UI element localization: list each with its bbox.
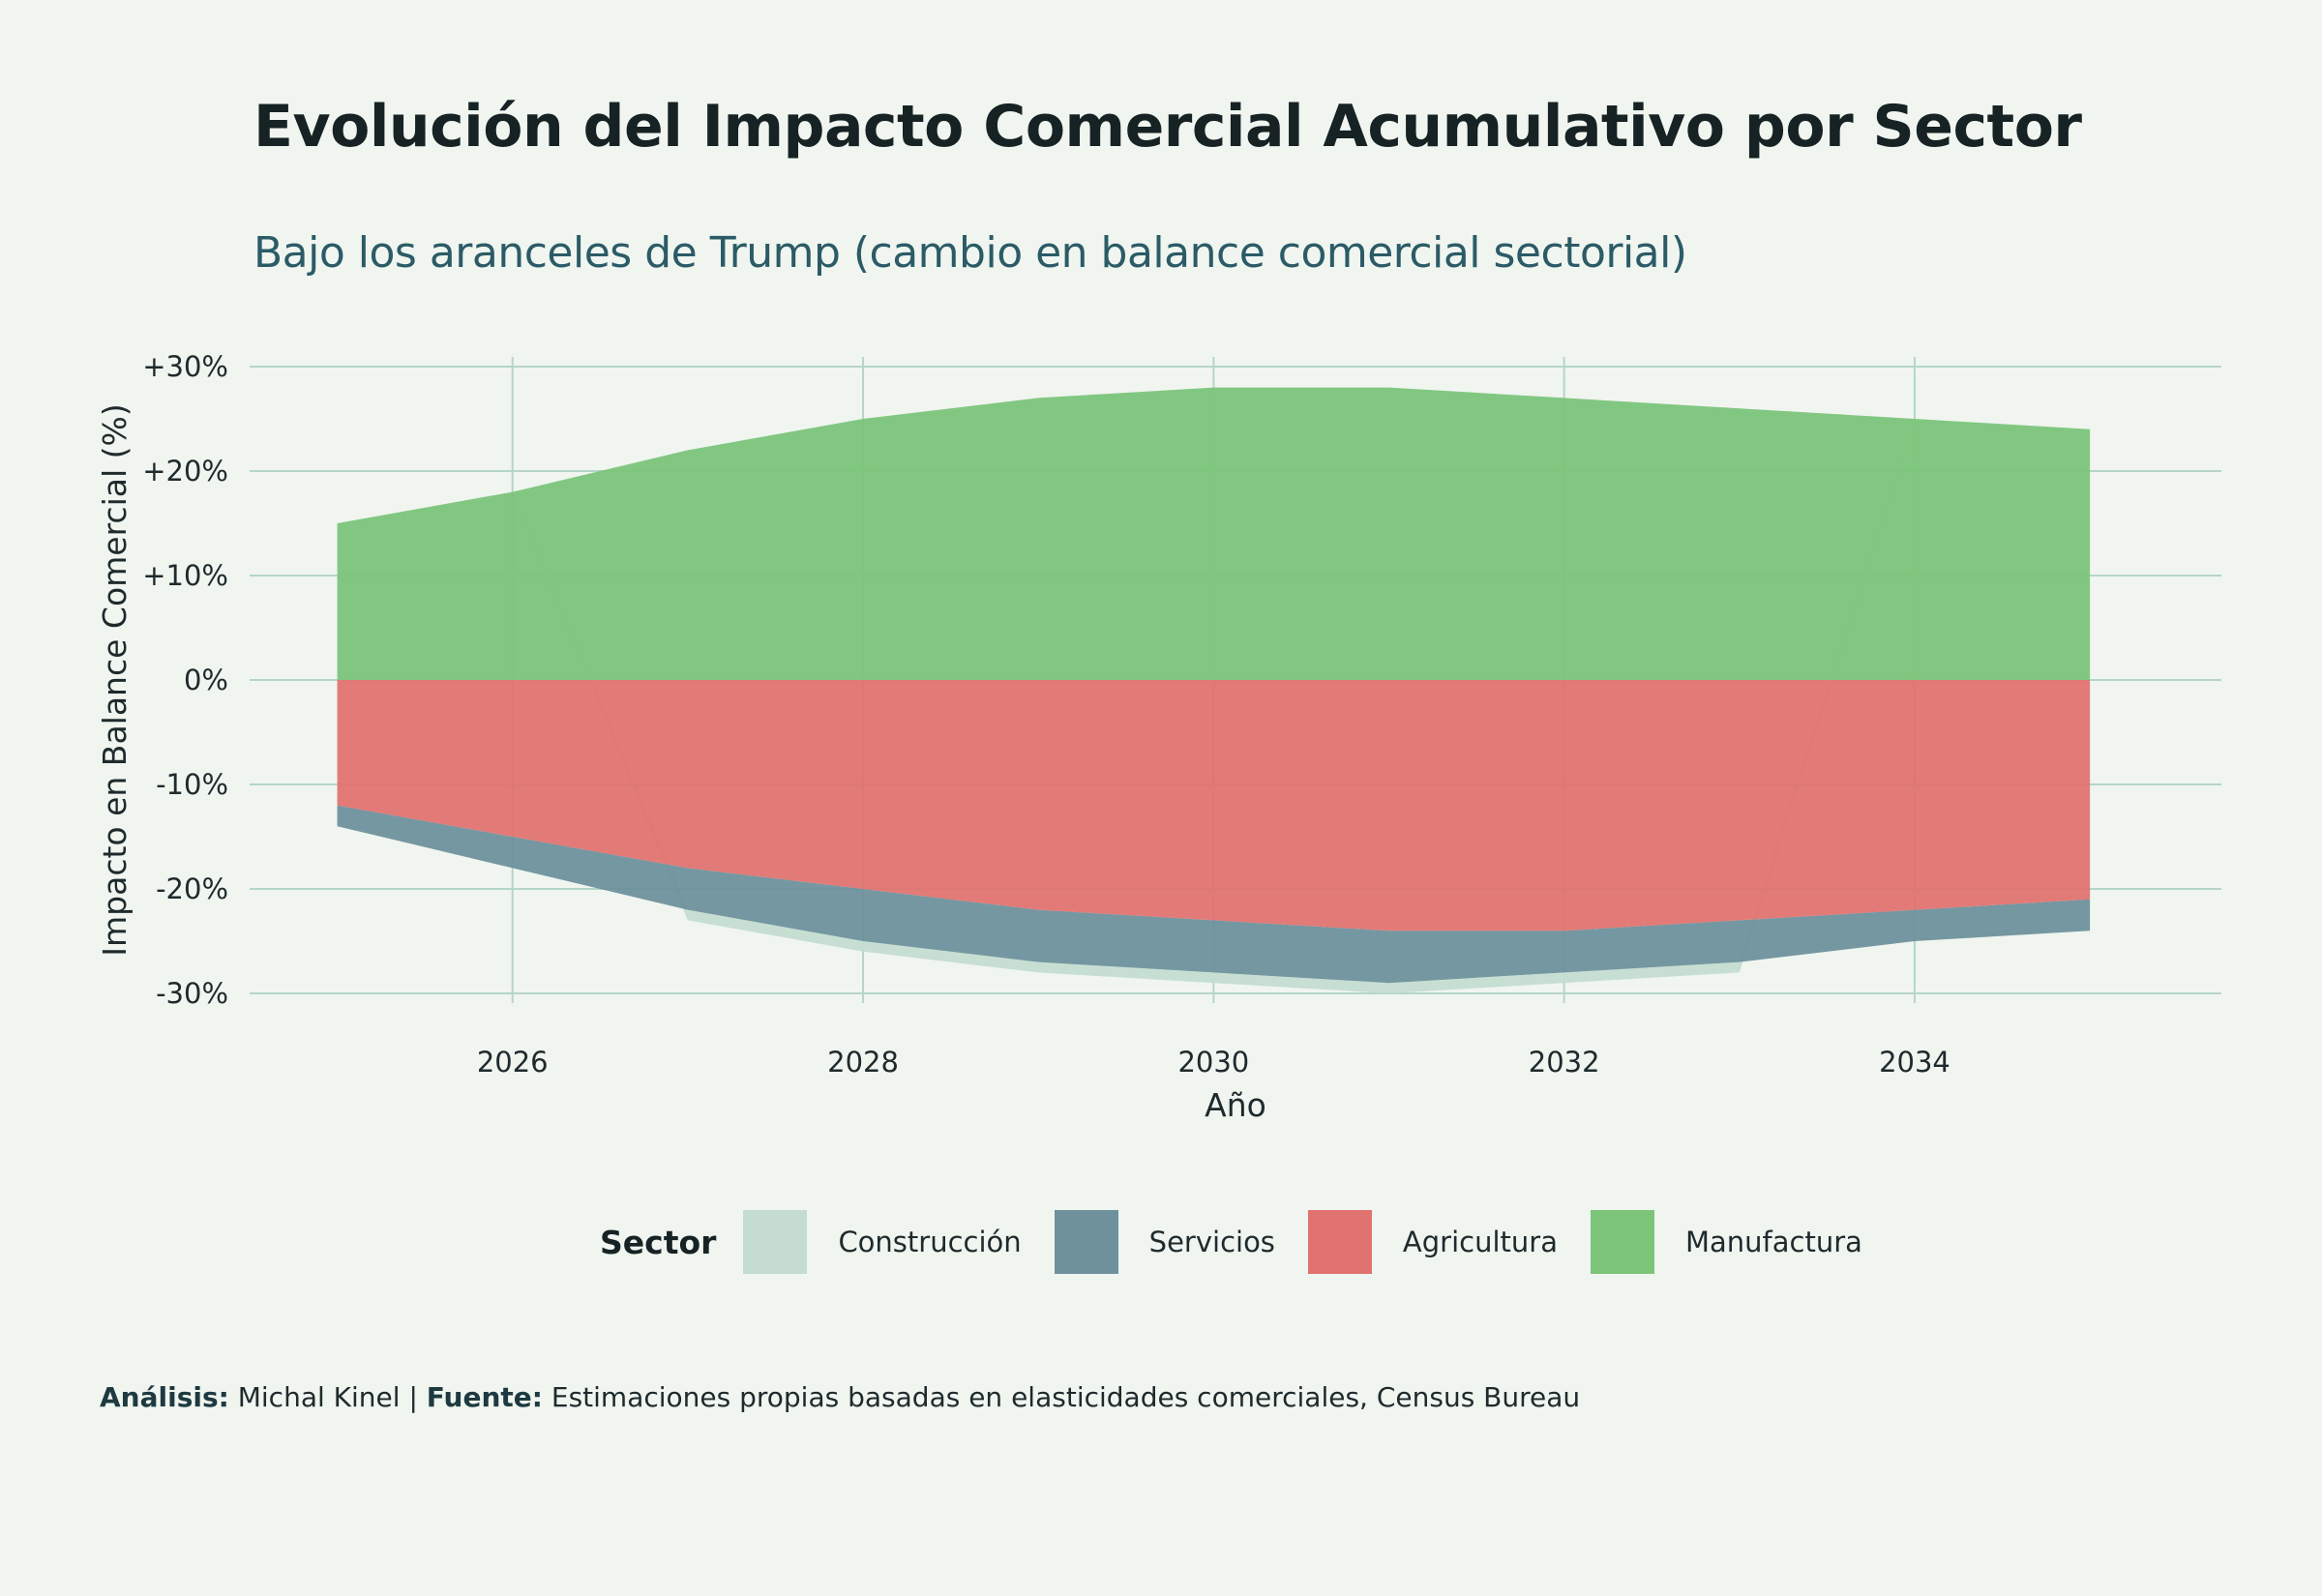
- caption-source-value: Estimaciones propias basadas en elastici…: [551, 1381, 1581, 1413]
- x-tick-label: 2026: [477, 1046, 549, 1079]
- caption-analysis-value: Michal Kinel |: [237, 1381, 418, 1413]
- legend-label: Agricultura: [1402, 1226, 1558, 1258]
- y-tick-label: 0%: [184, 664, 228, 696]
- x-axis-label: Año: [1205, 1086, 1266, 1124]
- y-tick-label: -20%: [156, 872, 228, 905]
- y-axis-label: Impacto en Balance Comercial (%): [96, 403, 134, 956]
- y-tick-label: -30%: [156, 977, 228, 1010]
- legend-swatch-agricultura: [1307, 1210, 1372, 1274]
- x-tick-label: 2028: [827, 1046, 899, 1079]
- caption: Análisis: Michal Kinel | Fuente: Estimac…: [100, 1381, 1580, 1413]
- y-tick-label: +30%: [142, 350, 228, 383]
- legend-item-agricultura[interactable]: Agricultura: [1307, 1210, 1558, 1274]
- caption-analysis-label: Análisis:: [100, 1381, 229, 1413]
- x-tick-label: 2034: [1879, 1046, 1950, 1079]
- legend-item-servicios[interactable]: Servicios: [1054, 1210, 1275, 1274]
- x-axis-ticks: 2026 2028 2030 2032 2034: [477, 1046, 1950, 1079]
- legend-label: Manufactura: [1684, 1226, 1862, 1258]
- y-tick-label: +20%: [142, 455, 228, 488]
- legend-swatch-manufactura: [1590, 1210, 1654, 1274]
- legend-item-manufactura[interactable]: Manufactura: [1590, 1210, 1862, 1274]
- area-manufactura: [337, 387, 2091, 680]
- legend-label: Servicios: [1148, 1226, 1275, 1258]
- areas: [337, 387, 2091, 993]
- legend-swatch-construccion: [743, 1210, 808, 1274]
- legend-label: Construcción: [838, 1226, 1022, 1258]
- caption-source-label: Fuente:: [426, 1381, 543, 1413]
- y-tick-label: +10%: [142, 559, 228, 592]
- chart-title: Evolución del Impacto Comercial Acumulat…: [253, 93, 2082, 161]
- y-tick-label: -10%: [156, 768, 228, 801]
- x-tick-label: 2030: [1177, 1046, 1249, 1079]
- legend: Sector Construcción Servicios Agricultur…: [600, 1209, 1895, 1275]
- legend-swatch-servicios: [1054, 1210, 1118, 1274]
- chart-svg: +30%+20%+10%0%-10%-20%-30% 2026 2028 2030 2…: [96, 350, 2221, 1124]
- legend-title: Sector: [600, 1223, 717, 1261]
- y-axis-ticks: +30% +20% +10% 0% -10% -20% -30%: [142, 350, 228, 1010]
- chart-subtitle: Bajo los aranceles de Trump (cambio en b…: [253, 228, 1687, 278]
- area-servicios: [337, 805, 2091, 984]
- legend-item-construccion[interactable]: Construcción: [743, 1210, 1022, 1274]
- area-agricultura: [337, 680, 2091, 931]
- x-tick-label: 2032: [1529, 1046, 1600, 1079]
